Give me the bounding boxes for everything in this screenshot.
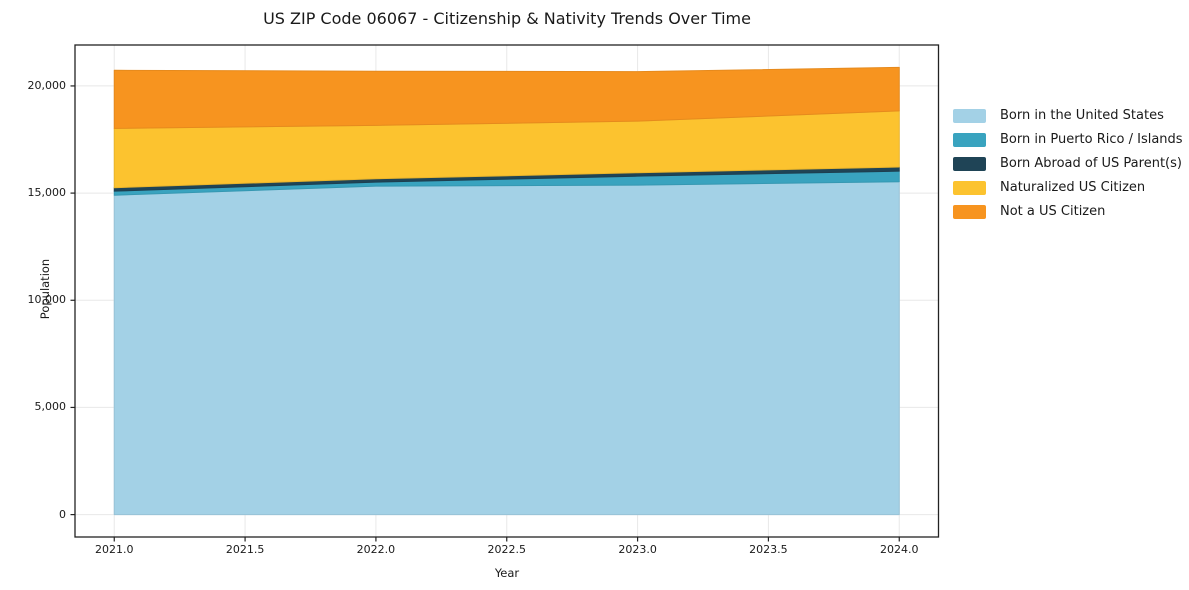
legend-swatch-icon bbox=[953, 156, 986, 171]
y-tick-label: 0 bbox=[59, 507, 66, 521]
x-tick-label: 2022.5 bbox=[487, 543, 527, 556]
x-tick-label: 2022.0 bbox=[356, 543, 396, 556]
x-tick-label: 2023.0 bbox=[618, 543, 657, 556]
y-tick-label: 15,000 bbox=[27, 186, 67, 200]
legend-label: Born in the United States bbox=[1000, 108, 1164, 123]
legend-swatch-icon bbox=[953, 108, 986, 123]
legend-item-2: Born Abroad of US Parent(s) bbox=[953, 156, 1183, 171]
area-series-4 bbox=[113, 66, 900, 129]
x-axis-label: Year bbox=[494, 566, 520, 580]
legend-item-0: Born in the United States bbox=[953, 108, 1183, 123]
legend-swatch-icon bbox=[953, 180, 986, 195]
area-series-0 bbox=[113, 181, 900, 516]
x-tick-label: 2021.5 bbox=[225, 543, 265, 556]
legend-swatch-icon bbox=[953, 132, 986, 147]
legend-label: Not a US Citizen bbox=[1000, 204, 1106, 219]
y-axis-label: Population bbox=[38, 258, 52, 320]
legend-item-3: Naturalized US Citizen bbox=[953, 180, 1183, 195]
legend-item-4: Not a US Citizen bbox=[953, 204, 1183, 219]
legend-label: Born Abroad of US Parent(s) bbox=[1000, 156, 1182, 171]
legend-item-1: Born in Puerto Rico / Islands bbox=[953, 132, 1183, 147]
legend-swatch-icon bbox=[953, 204, 986, 219]
x-tick-label: 2023.5 bbox=[749, 543, 788, 556]
x-tick-label: 2024.0 bbox=[880, 543, 919, 556]
y-tick-label: 20,000 bbox=[27, 78, 67, 92]
y-tick-label: 5,000 bbox=[34, 400, 67, 414]
legend-label: Born in Puerto Rico / Islands bbox=[1000, 132, 1183, 147]
y-tick-label: 10,000 bbox=[27, 293, 67, 307]
legend-label: Naturalized US Citizen bbox=[1000, 180, 1146, 195]
legend: Born in the United States Born in Puerto … bbox=[953, 108, 1183, 228]
x-tick-label: 2021.0 bbox=[95, 543, 134, 556]
chart-title: US ZIP Code 06067 - Citizenship & Nativi… bbox=[263, 9, 751, 28]
